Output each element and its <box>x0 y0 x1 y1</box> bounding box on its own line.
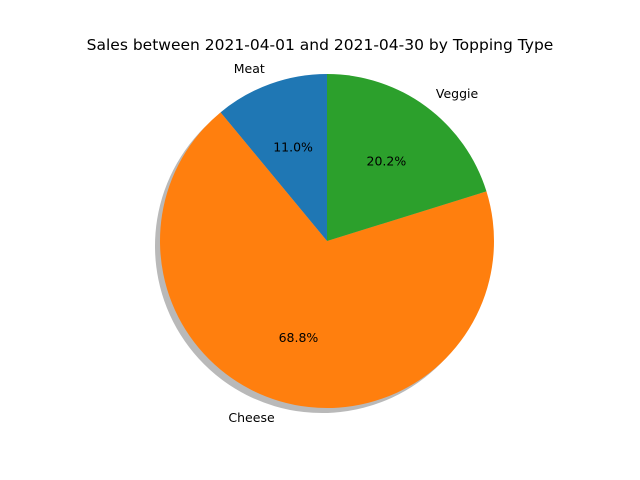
pie-slices <box>160 74 495 409</box>
slice-label-veggie: Veggie <box>436 86 479 101</box>
pie-labels: Meat 11.0% Cheese 68.8% Veggie 20.2% <box>228 61 478 425</box>
slice-label-meat: Meat <box>234 61 265 76</box>
slice-pct-label-meat: 11.0% <box>273 140 313 155</box>
slice-cheese <box>160 112 495 409</box>
slice-veggie <box>327 74 487 241</box>
slice-pct-label-cheese: 68.8% <box>279 330 319 345</box>
slice-pct-label-veggie: 20.2% <box>367 153 407 168</box>
slice-meat <box>220 74 327 241</box>
chart-title: Sales between 2021-04-01 and 2021-04-30 … <box>87 36 554 54</box>
slice-label-cheese: Cheese <box>228 410 275 425</box>
